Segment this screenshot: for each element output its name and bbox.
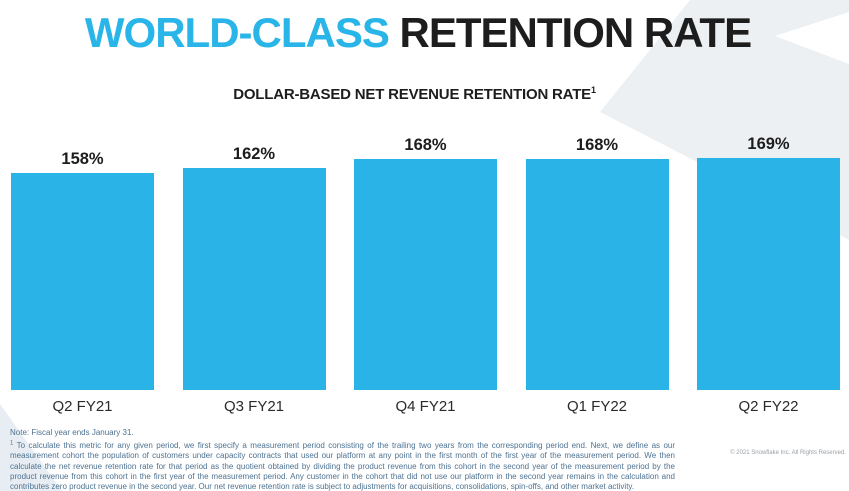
retention-bar xyxy=(525,159,669,390)
x-axis-label: Q3 FY21 xyxy=(223,398,285,415)
chart-column: 162% Q3 FY21 xyxy=(182,0,326,422)
retention-bar xyxy=(11,173,154,390)
bar-value-label: 162% xyxy=(232,144,276,163)
footnote-marker: 1 xyxy=(10,440,14,447)
chevron-left-icon xyxy=(775,12,849,64)
x-axis-label: Q2 FY22 xyxy=(738,398,799,415)
footnote-block: Note: Fiscal year ends January 31. 1 To … xyxy=(10,428,675,491)
bar-value-label: 169% xyxy=(747,134,790,153)
chart-column: 169% Q2 FY22 xyxy=(697,0,840,422)
retention-bar xyxy=(354,159,497,390)
footnote-paragraph: 1 To calculate this metric for any given… xyxy=(10,440,676,491)
bar-chart: 158% Q2 FY21 162% Q3 FY21 168% Q4 FY21 168% Q1 … xyxy=(11,0,840,422)
chart-title: DOLLAR-BASED NET REVENUE RETENTION RATE1 xyxy=(0,85,849,103)
bar-value-label: 168% xyxy=(575,135,619,154)
retention-bar xyxy=(182,168,326,390)
fiscal-year-note: Note: Fiscal year ends January 31. xyxy=(10,428,134,437)
chart-title-text: DOLLAR-BASED NET REVENUE RETENTION RATE xyxy=(233,86,591,103)
slide-title-highlight: WORLD-CLASS xyxy=(84,9,390,56)
corner-watermark-shape xyxy=(0,404,62,491)
chart-column: 168% Q1 FY22 xyxy=(525,0,669,422)
retention-bar xyxy=(697,158,840,390)
bar-value-label: 158% xyxy=(61,149,104,168)
bar-value-label: 168% xyxy=(404,135,447,154)
chart-column: 168% Q4 FY21 xyxy=(354,0,497,422)
slide-title-rest: RETENTION RATE xyxy=(388,9,753,56)
x-axis-label: Q1 FY22 xyxy=(566,398,628,415)
x-axis-label: Q4 FY21 xyxy=(395,398,456,415)
slide-title: WORLD-CLASS RETENTION RATE xyxy=(0,12,849,54)
copyright-notice: © 2021 Snowflake Inc. All Rights Reserve… xyxy=(730,450,846,456)
chart-title-footnote-marker: 1 xyxy=(590,85,596,95)
footnote-text: To calculate this metric for any given p… xyxy=(10,440,676,491)
chart-column: 158% Q2 FY21 xyxy=(11,0,154,422)
x-axis-label: Q2 FY21 xyxy=(52,398,113,415)
